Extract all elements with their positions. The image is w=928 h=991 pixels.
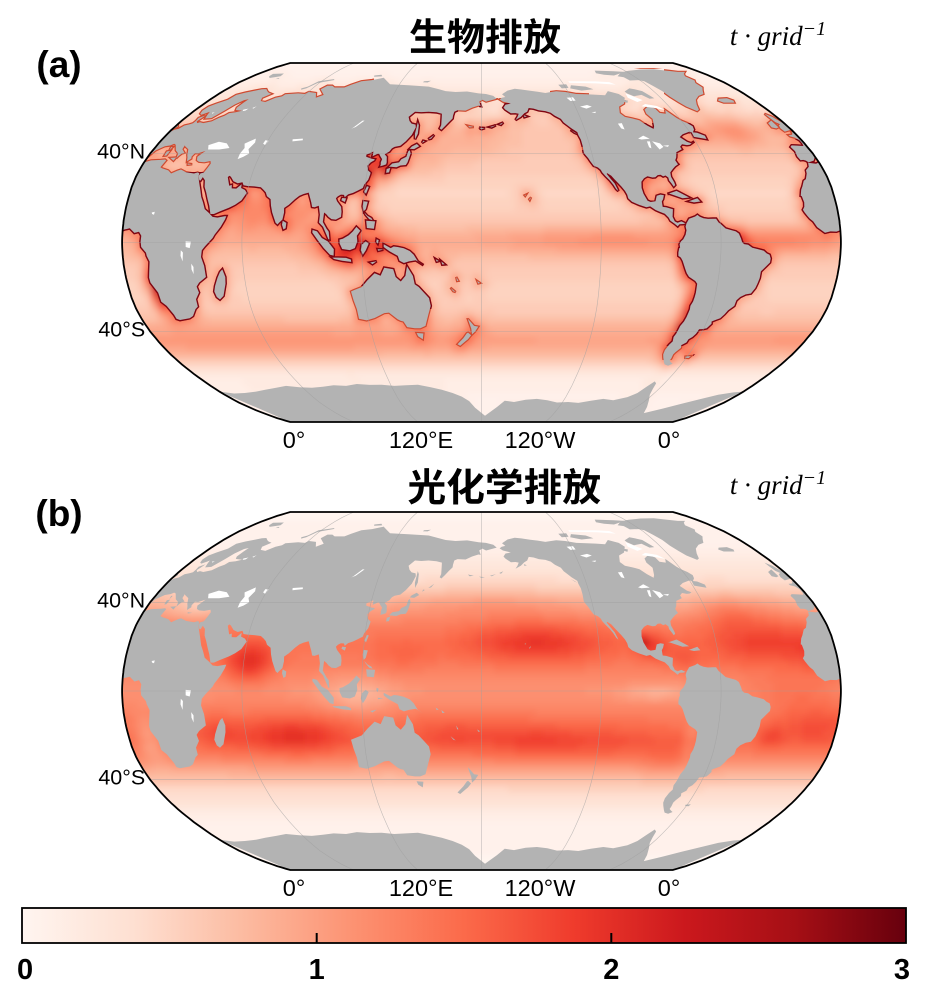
- svg-text:2: 2: [603, 954, 619, 986]
- svg-text:0°: 0°: [658, 875, 680, 901]
- svg-text:120°W: 120°W: [505, 875, 577, 901]
- svg-text:0: 0: [17, 954, 33, 986]
- svg-text:120°E: 120°E: [389, 427, 453, 453]
- svg-text:120°W: 120°W: [505, 427, 577, 453]
- svg-text:40°N: 40°N: [97, 140, 145, 164]
- svg-text:3: 3: [894, 954, 910, 986]
- svg-text:40°N: 40°N: [97, 588, 145, 612]
- svg-text:1: 1: [309, 954, 325, 986]
- svg-text:(b): (b): [35, 493, 82, 534]
- svg-text:0°: 0°: [658, 427, 680, 453]
- svg-text:120°E: 120°E: [389, 875, 453, 901]
- svg-text:(a): (a): [36, 44, 81, 85]
- svg-text:0°: 0°: [283, 875, 305, 901]
- svg-text:40°S: 40°S: [98, 317, 145, 341]
- svg-text:40°S: 40°S: [98, 766, 145, 790]
- svg-text:0°: 0°: [283, 427, 305, 453]
